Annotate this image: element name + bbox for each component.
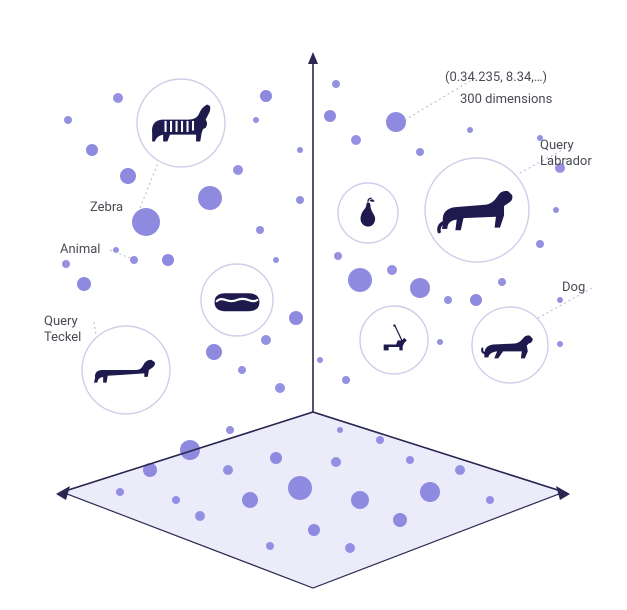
- dachshund-icon: [82, 326, 170, 414]
- pear-icon: [338, 183, 398, 243]
- label-animal: Animal: [60, 242, 100, 258]
- label-coords: (0.34.235, 8.34,…): [445, 70, 547, 86]
- label-dimensions: 300 dimensions: [460, 92, 552, 108]
- zebra-icon: [137, 79, 225, 167]
- label-dog: Dog: [562, 280, 585, 296]
- concept-bubbles: [82, 79, 548, 414]
- hotdog-icon: [201, 264, 273, 336]
- dog-leash-icon: [360, 306, 428, 374]
- labrador-icon: [425, 158, 529, 262]
- label-query-teckel: Query Teckel: [44, 314, 81, 347]
- embedding-space-diagram: (0.34.235, 8.34,…) 300 dimensions Query …: [0, 0, 627, 610]
- label-query-labrador: Query Labrador: [540, 138, 592, 171]
- label-zebra: Zebra: [90, 200, 123, 216]
- dog-walking-icon: [472, 307, 548, 383]
